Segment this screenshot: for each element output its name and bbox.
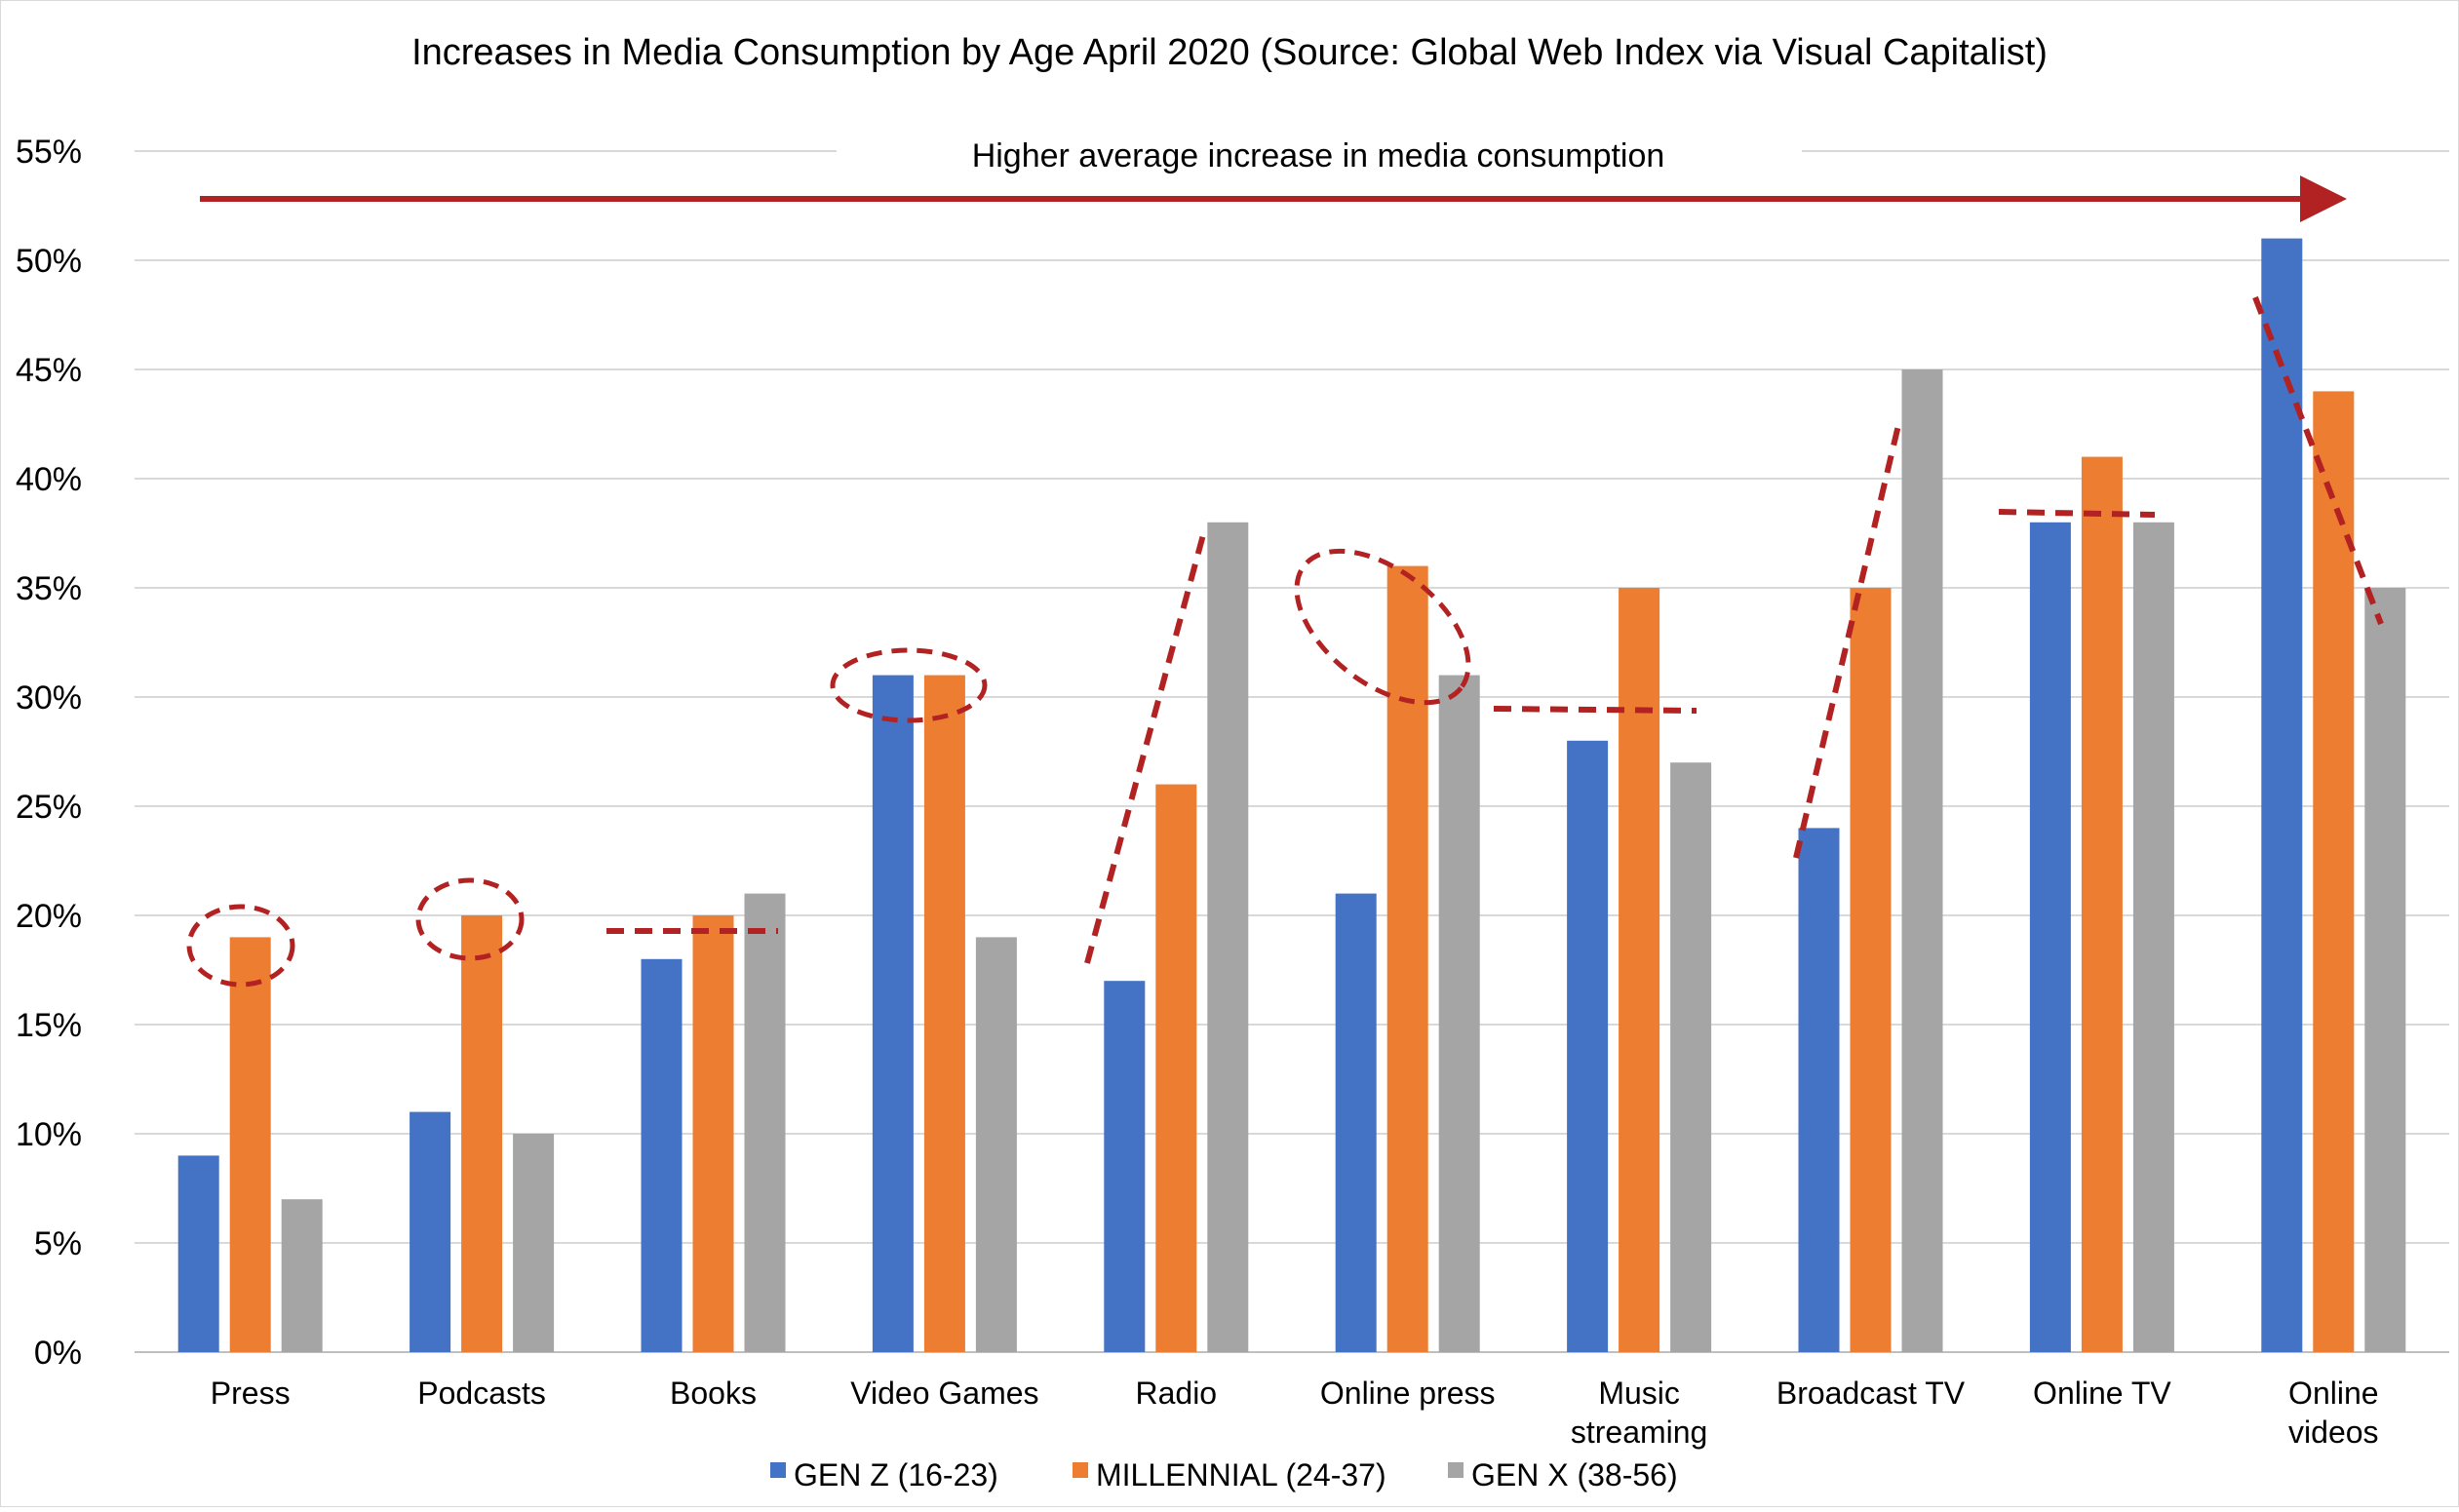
bar	[1850, 588, 1892, 1352]
y-tick-label: 0%	[34, 1335, 82, 1372]
y-tick-label: 50%	[16, 243, 82, 280]
y-tick-label: 20%	[16, 898, 82, 935]
chart-title: Increases in Media Consumption by Age Ap…	[411, 32, 2048, 73]
trend-line-online-tv	[1998, 509, 2156, 518]
bar	[229, 937, 271, 1352]
bar	[975, 937, 1017, 1352]
bar	[1567, 740, 1609, 1352]
highlight-circle-online-press	[1294, 548, 1471, 706]
highlight-circle-video-games	[830, 647, 988, 723]
bar	[1901, 369, 1943, 1352]
bar	[1670, 762, 1712, 1352]
x-tick-label: Press	[211, 1376, 291, 1411]
annotation-overlay: Higher average increase in media consump…	[186, 125, 2384, 988]
x-axis-labels: Press Podcasts Books Video Games Radio Online…	[211, 1376, 2379, 1450]
legend-swatch	[1073, 1462, 1088, 1478]
trend-line-radio	[1084, 530, 1207, 964]
bar	[410, 1111, 451, 1352]
annotation-backdrop	[837, 125, 1802, 185]
y-tick-label: 25%	[16, 789, 82, 826]
x-tick-label: Online TV	[2033, 1376, 2171, 1411]
bar	[923, 675, 965, 1352]
y-tick-label: 5%	[34, 1225, 82, 1262]
bar	[692, 915, 734, 1352]
y-tick-label: 40%	[16, 461, 82, 498]
bar	[1619, 588, 1660, 1352]
y-tick-label: 15%	[16, 1007, 82, 1044]
bar	[1104, 981, 1146, 1352]
trend-line-music-streaming	[1493, 706, 1698, 714]
y-tick-label: 10%	[16, 1116, 82, 1153]
bar	[281, 1199, 323, 1352]
trend-line-broadcast-tv	[1793, 420, 1902, 859]
legend: GEN Z (16-23) MILLENNIAL (24-37) GEN X (38…	[770, 1457, 1678, 1493]
bar	[1438, 675, 1480, 1352]
x-tick-label: Music streaming	[1571, 1376, 1708, 1450]
bar	[2081, 456, 2123, 1353]
bar	[2364, 588, 2406, 1352]
x-tick-label: Online press	[1320, 1376, 1496, 1411]
y-tick-label: 30%	[16, 679, 82, 717]
bar	[2313, 391, 2355, 1352]
legend-label: MILLENNIAL (24-37)	[1096, 1457, 1386, 1493]
bar	[1207, 522, 1249, 1352]
highlight-circle-podcasts	[415, 877, 525, 961]
annotation-text: Higher average increase in media consump…	[972, 137, 1665, 174]
bar	[513, 1134, 555, 1352]
bar	[1335, 893, 1377, 1352]
bar	[177, 1155, 219, 1352]
x-tick-label: Video Games	[850, 1376, 1038, 1411]
bar	[2132, 522, 2174, 1352]
x-tick-label: Radio	[1135, 1376, 1217, 1411]
y-tick-label: 45%	[16, 352, 82, 389]
highlight-circle-press	[186, 904, 295, 988]
y-tick-label: 35%	[16, 570, 82, 607]
legend-swatch	[1448, 1462, 1464, 1478]
bars	[177, 238, 2406, 1353]
bar	[641, 958, 683, 1352]
bar	[1155, 784, 1197, 1352]
x-tick-label: Podcasts	[417, 1376, 546, 1411]
x-tick-label: Online videos	[2288, 1376, 2379, 1450]
legend-label: GEN X (38-56)	[1471, 1457, 1678, 1493]
bar	[1386, 565, 1428, 1352]
y-tick-label: 55%	[16, 134, 82, 171]
x-tick-label: Broadcast TV	[1776, 1376, 1966, 1411]
bar	[872, 675, 914, 1352]
legend-swatch	[770, 1462, 786, 1478]
bar	[2029, 522, 2071, 1352]
x-tick-label: Books	[670, 1376, 757, 1411]
bar	[461, 915, 503, 1352]
bar	[2261, 238, 2303, 1353]
y-axis-ticks: 0% 5% 10% 15% 20% 25% 30% 35% 40% 45% 50% 55%	[16, 134, 82, 1372]
bar	[744, 893, 786, 1352]
legend-label: GEN Z (16-23)	[794, 1457, 998, 1493]
bar	[1798, 828, 1840, 1352]
trend-line-online-videos	[2252, 295, 2384, 626]
